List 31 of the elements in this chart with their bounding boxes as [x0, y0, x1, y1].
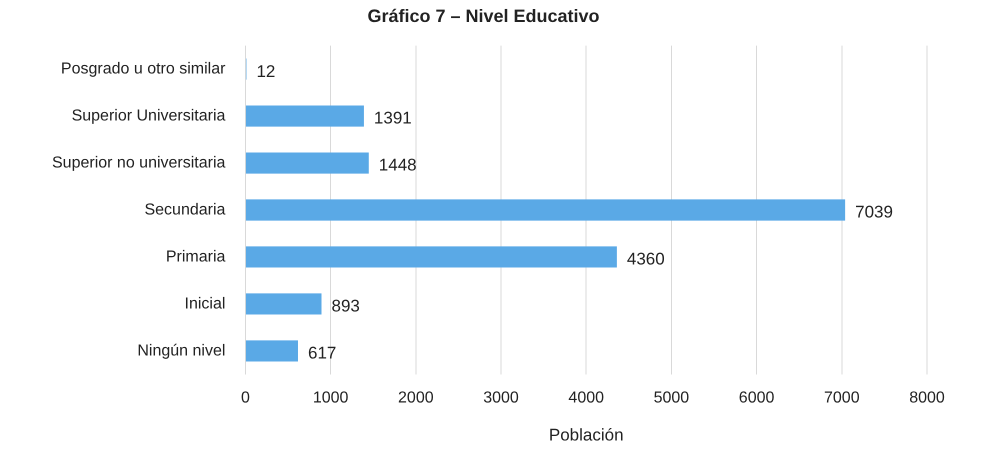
bar: [246, 293, 322, 315]
data-label: 1391: [374, 108, 412, 128]
y-tick-label: Inicial: [184, 295, 226, 312]
y-tick-label: Primaria: [166, 248, 226, 266]
y-tick-label: Secundaria: [144, 201, 226, 218]
x-tick-label: 6000: [738, 389, 775, 406]
x-tick-label: 4000: [568, 389, 604, 406]
data-label: 12: [256, 62, 276, 81]
bar: [246, 152, 369, 174]
x-tick-label: 8000: [909, 389, 945, 406]
bar: [246, 246, 617, 268]
x-tick-label: 3000: [483, 389, 519, 406]
data-label: 617: [308, 344, 336, 363]
bar: [246, 105, 364, 127]
bar: [246, 199, 846, 221]
chart-title: Gráfico 7 – Nivel Educativo: [367, 6, 600, 26]
data-label: 893: [332, 296, 360, 316]
x-tick-label: 5000: [654, 389, 690, 406]
x-tick-label: 0: [240, 389, 250, 406]
data-label: 1448: [378, 156, 417, 175]
y-tick-label: Posgrado u otro similar: [60, 60, 226, 78]
y-tick-label: Superior no universitaria: [52, 154, 226, 172]
x-tick-label: 7000: [824, 389, 860, 406]
x-tick-label: 2000: [398, 389, 434, 406]
bar: [246, 340, 298, 362]
data-label: 7039: [855, 202, 893, 222]
x-axis-title: Población: [548, 425, 624, 444]
y-tick-label: Ningún nivel: [137, 342, 226, 360]
data-label: 4360: [626, 250, 665, 269]
y-tick-label: Superior Universitaria: [72, 107, 226, 124]
x-tick-label: 1000: [312, 389, 349, 406]
